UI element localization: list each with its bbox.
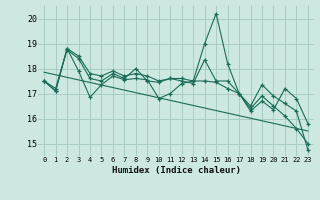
X-axis label: Humidex (Indice chaleur): Humidex (Indice chaleur) (111, 166, 241, 175)
